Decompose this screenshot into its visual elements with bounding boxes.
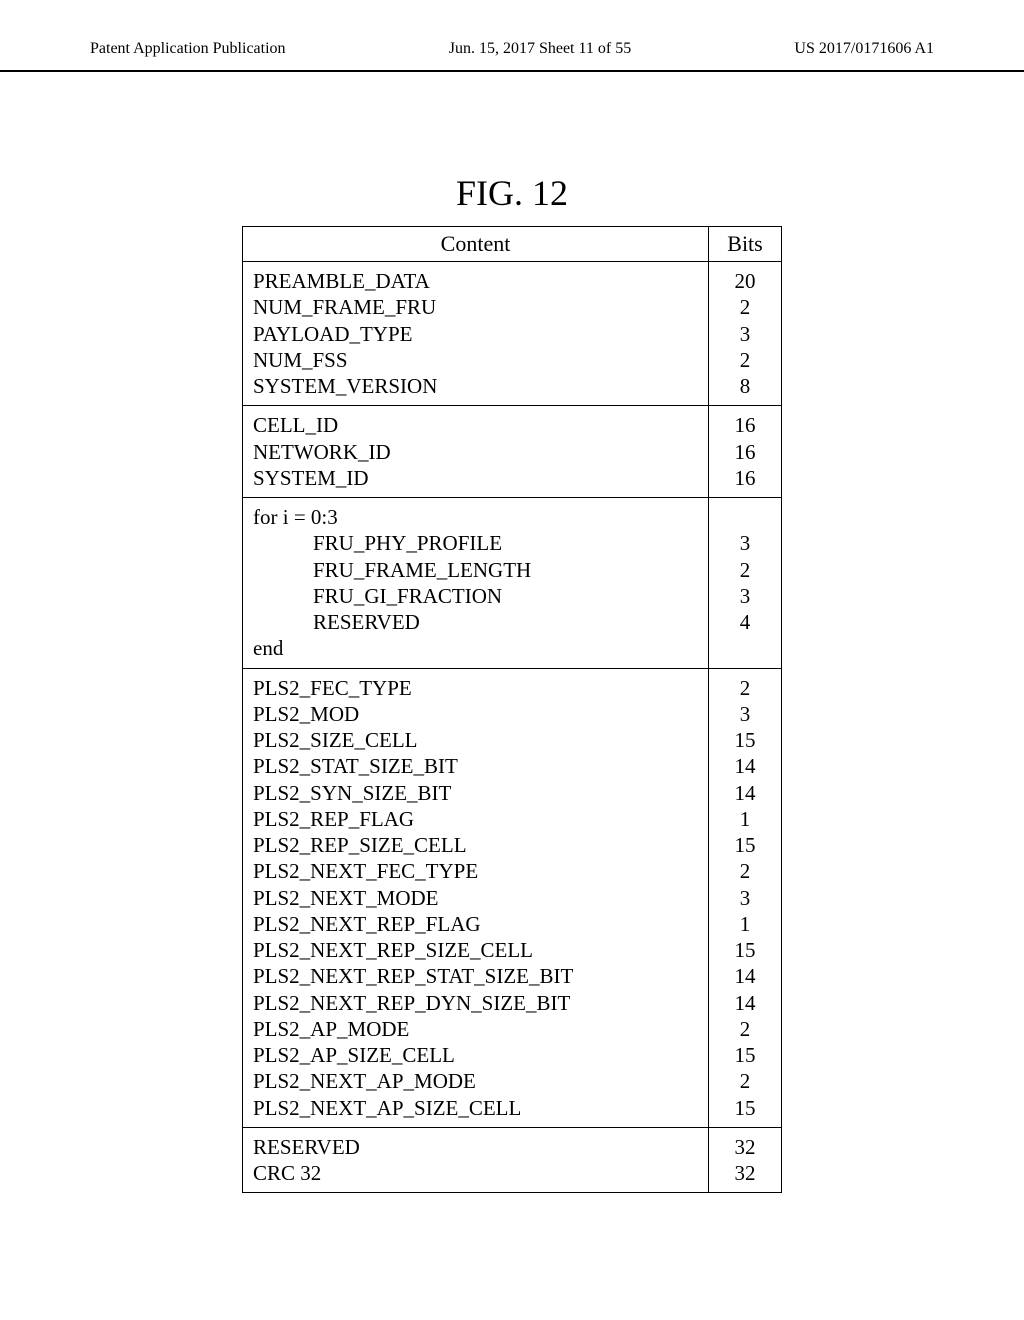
content-cell: PREAMBLE_DATA <box>253 268 698 294</box>
content-cell: PLS2_AP_SIZE_CELL <box>253 1042 698 1068</box>
header-right: US 2017/0171606 A1 <box>794 40 934 58</box>
content-cell: PLS2_SIZE_CELL <box>253 727 698 753</box>
bits-cell: 14 <box>719 780 771 806</box>
content-cell: PLS2_REP_FLAG <box>253 806 698 832</box>
bits-column: 3234 <box>709 498 781 668</box>
content-column: PREAMBLE_DATANUM_FRAME_FRUPAYLOAD_TYPENU… <box>243 262 709 405</box>
page-header: Patent Application Publication Jun. 15, … <box>0 0 1024 72</box>
header-left: Patent Application Publication <box>90 40 286 58</box>
figure-title: FIG. 12 <box>0 172 1024 214</box>
table-header-row: Content Bits <box>243 227 781 262</box>
bits-column: 161616 <box>709 406 781 497</box>
content-cell: SYSTEM_ID <box>253 465 698 491</box>
content-cell: PLS2_NEXT_FEC_TYPE <box>253 858 698 884</box>
content-cell: PLS2_REP_SIZE_CELL <box>253 832 698 858</box>
bits-cell: 16 <box>719 412 771 438</box>
bits-cell: 2 <box>719 557 771 583</box>
content-column: PLS2_FEC_TYPEPLS2_MODPLS2_SIZE_CELLPLS2_… <box>243 669 709 1127</box>
header-content: Content <box>243 227 709 261</box>
content-cell: PLS2_MOD <box>253 701 698 727</box>
bits-cell: 2 <box>719 1016 771 1042</box>
table-section: RESERVEDCRC 323232 <box>243 1128 781 1193</box>
content-cell: PLS2_NEXT_MODE <box>253 885 698 911</box>
bits-cell: 20 <box>719 268 771 294</box>
content-cell: FRU_FRAME_LENGTH <box>253 557 698 583</box>
table-section: CELL_IDNETWORK_IDSYSTEM_ID161616 <box>243 406 781 498</box>
bits-cell: 16 <box>719 465 771 491</box>
bits-cell: 15 <box>719 1095 771 1121</box>
content-cell: PAYLOAD_TYPE <box>253 321 698 347</box>
content-cell: for i = 0:3 <box>253 504 698 530</box>
bits-cell: 15 <box>719 832 771 858</box>
bits-cell: 3 <box>719 701 771 727</box>
content-column: CELL_IDNETWORK_IDSYSTEM_ID <box>243 406 709 497</box>
bits-cell: 2 <box>719 858 771 884</box>
table-section: PREAMBLE_DATANUM_FRAME_FRUPAYLOAD_TYPENU… <box>243 262 781 406</box>
content-cell: PLS2_NEXT_REP_SIZE_CELL <box>253 937 698 963</box>
content-cell: PLS2_AP_MODE <box>253 1016 698 1042</box>
bits-cell: 2 <box>719 294 771 320</box>
bits-cell: 8 <box>719 373 771 399</box>
content-cell: SYSTEM_VERSION <box>253 373 698 399</box>
bits-cell: 3 <box>719 530 771 556</box>
content-cell: RESERVED <box>253 1134 698 1160</box>
bits-cell <box>719 635 771 661</box>
bits-column: 202328 <box>709 262 781 405</box>
content-cell: PLS2_NEXT_REP_STAT_SIZE_BIT <box>253 963 698 989</box>
content-cell: NETWORK_ID <box>253 439 698 465</box>
content-cell: NUM_FSS <box>253 347 698 373</box>
content-cell: PLS2_NEXT_REP_DYN_SIZE_BIT <box>253 990 698 1016</box>
bits-cell: 2 <box>719 675 771 701</box>
table-body: PREAMBLE_DATANUM_FRAME_FRUPAYLOAD_TYPENU… <box>243 262 781 1192</box>
bits-cell <box>719 504 771 530</box>
bits-cell: 3 <box>719 321 771 347</box>
bits-cell: 2 <box>719 1068 771 1094</box>
content-cell: PLS2_NEXT_REP_FLAG <box>253 911 698 937</box>
bits-cell: 1 <box>719 911 771 937</box>
header-bits: Bits <box>709 227 781 261</box>
bits-column: 23151414115231151414215215 <box>709 669 781 1127</box>
bits-cell: 32 <box>719 1134 771 1160</box>
content-cell: FRU_GI_FRACTION <box>253 583 698 609</box>
bits-cell: 1 <box>719 806 771 832</box>
bits-cell: 14 <box>719 753 771 779</box>
content-cell: PLS2_STAT_SIZE_BIT <box>253 753 698 779</box>
content-cell: PLS2_SYN_SIZE_BIT <box>253 780 698 806</box>
bits-cell: 3 <box>719 583 771 609</box>
table-section: PLS2_FEC_TYPEPLS2_MODPLS2_SIZE_CELLPLS2_… <box>243 669 781 1128</box>
bits-column: 3232 <box>709 1128 781 1193</box>
bits-cell: 32 <box>719 1160 771 1186</box>
bits-cell: 16 <box>719 439 771 465</box>
content-column: for i = 0:3FRU_PHY_PROFILEFRU_FRAME_LENG… <box>243 498 709 668</box>
content-cell: FRU_PHY_PROFILE <box>253 530 698 556</box>
content-cell: PLS2_NEXT_AP_MODE <box>253 1068 698 1094</box>
bits-cell: 14 <box>719 963 771 989</box>
bits-cell: 2 <box>719 347 771 373</box>
content-cell: RESERVED <box>253 609 698 635</box>
bits-cell: 15 <box>719 1042 771 1068</box>
content-cell: CRC 32 <box>253 1160 698 1186</box>
content-cell: PLS2_NEXT_AP_SIZE_CELL <box>253 1095 698 1121</box>
content-cell: PLS2_FEC_TYPE <box>253 675 698 701</box>
content-column: RESERVEDCRC 32 <box>243 1128 709 1193</box>
bits-cell: 15 <box>719 727 771 753</box>
bits-cell: 3 <box>719 885 771 911</box>
bits-cell: 15 <box>719 937 771 963</box>
data-table: Content Bits PREAMBLE_DATANUM_FRAME_FRUP… <box>242 226 782 1193</box>
bits-cell: 4 <box>719 609 771 635</box>
content-cell: NUM_FRAME_FRU <box>253 294 698 320</box>
header-center: Jun. 15, 2017 Sheet 11 of 55 <box>449 40 632 58</box>
table-section: for i = 0:3FRU_PHY_PROFILEFRU_FRAME_LENG… <box>243 498 781 669</box>
bits-cell: 14 <box>719 990 771 1016</box>
content-cell: end <box>253 635 698 661</box>
content-cell: CELL_ID <box>253 412 698 438</box>
